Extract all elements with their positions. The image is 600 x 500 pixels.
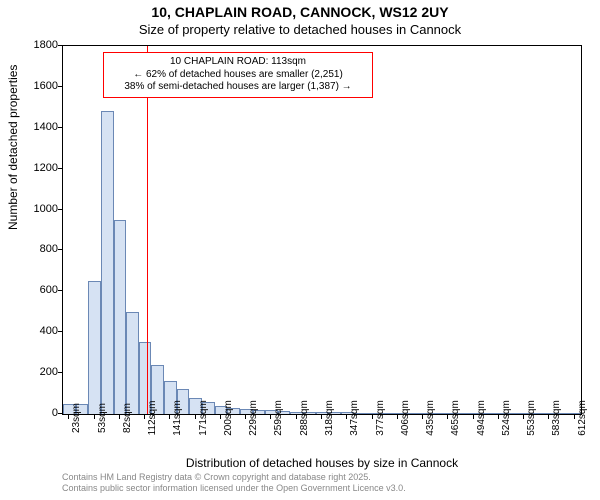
histogram-bar [126, 312, 139, 414]
y-tick-label: 400 [8, 325, 58, 337]
y-tick-label: 800 [8, 243, 58, 255]
annotation-line: ← 62% of detached houses are smaller (2,… [110, 69, 366, 82]
y-tick-label: 600 [8, 284, 58, 296]
x-tick-label: 53sqm [97, 403, 108, 433]
x-tick-mark [422, 415, 423, 419]
x-tick-mark [220, 415, 221, 419]
y-tick-label: 200 [8, 366, 58, 378]
x-tick-mark [498, 415, 499, 419]
x-tick-mark [169, 415, 170, 419]
x-tick-label: 435sqm [425, 400, 436, 436]
plot-area: 10 CHAPLAIN ROAD: 113sqm← 62% of detache… [62, 45, 582, 415]
x-tick-mark [245, 415, 246, 419]
x-tick-label: 141sqm [172, 400, 183, 436]
y-tick-label: 1400 [8, 121, 58, 133]
x-tick-label: 200sqm [223, 400, 234, 436]
x-tick-mark [473, 415, 474, 419]
x-tick-mark [447, 415, 448, 419]
y-tick-label: 1800 [8, 39, 58, 51]
x-tick-label: 612sqm [577, 400, 588, 436]
chart-title-sub: Size of property relative to detached ho… [0, 22, 600, 37]
histogram-bar [114, 220, 127, 414]
x-axis-label: Distribution of detached houses by size … [62, 456, 582, 470]
x-tick-label: 318sqm [324, 400, 335, 436]
x-tick-label: 288sqm [299, 400, 310, 436]
y-tick-label: 1600 [8, 80, 58, 92]
x-tick-mark [574, 415, 575, 419]
x-tick-label: 406sqm [400, 400, 411, 436]
x-tick-label: 171sqm [198, 400, 209, 436]
x-tick-mark [119, 415, 120, 419]
x-tick-label: 377sqm [375, 400, 386, 436]
x-tick-mark [346, 415, 347, 419]
x-tick-label: 465sqm [450, 400, 461, 436]
x-tick-label: 494sqm [476, 400, 487, 436]
histogram-bar [101, 111, 114, 414]
y-tick-label: 1200 [8, 162, 58, 174]
x-tick-mark [397, 415, 398, 419]
footer-line-1: Contains HM Land Registry data © Crown c… [62, 472, 582, 483]
annotation-line: 10 CHAPLAIN ROAD: 113sqm [110, 56, 366, 69]
x-tick-mark [296, 415, 297, 419]
chart-title-main: 10, CHAPLAIN ROAD, CANNOCK, WS12 2UY [0, 4, 600, 20]
x-tick-label: 229sqm [248, 400, 259, 436]
footer-line-2: Contains public sector information licen… [62, 483, 582, 494]
x-tick-mark [144, 415, 145, 419]
x-tick-mark [321, 415, 322, 419]
x-tick-label: 112sqm [147, 401, 158, 436]
x-tick-mark [372, 415, 373, 419]
annotation-box: 10 CHAPLAIN ROAD: 113sqm← 62% of detache… [103, 52, 373, 98]
y-tick-label: 0 [8, 407, 58, 419]
x-tick-mark [548, 415, 549, 419]
x-tick-label: 82sqm [122, 403, 133, 433]
x-tick-mark [270, 415, 271, 419]
x-tick-mark [523, 415, 524, 419]
x-tick-label: 524sqm [501, 400, 512, 436]
x-tick-mark [94, 415, 95, 419]
x-tick-label: 259sqm [273, 400, 284, 436]
y-tick-label: 1000 [8, 203, 58, 215]
x-tick-label: 553sqm [526, 400, 537, 436]
x-tick-label: 583sqm [551, 400, 562, 436]
x-tick-label: 23sqm [71, 403, 82, 433]
histogram-bar [88, 281, 101, 414]
x-tick-mark [195, 415, 196, 419]
marker-line [147, 46, 148, 414]
footer-attribution: Contains HM Land Registry data © Crown c… [62, 472, 582, 494]
annotation-line: 38% of semi-detached houses are larger (… [110, 81, 366, 94]
chart-container: 10, CHAPLAIN ROAD, CANNOCK, WS12 2UY Siz… [0, 0, 600, 500]
x-tick-mark [68, 415, 69, 419]
x-tick-label: 347sqm [349, 400, 360, 436]
